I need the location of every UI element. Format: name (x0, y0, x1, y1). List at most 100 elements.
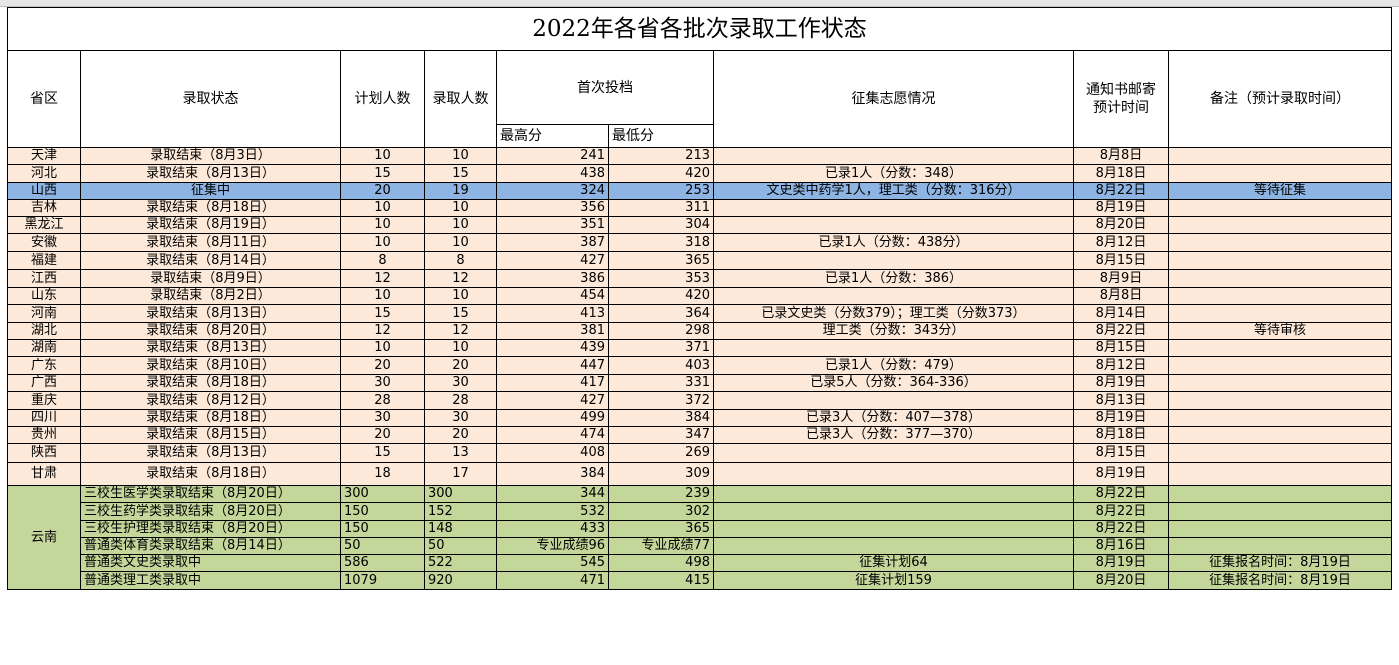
cell-status[interactable]: 录取结束（8月12日） (80, 391, 341, 410)
cell-remark[interactable] (1167, 199, 1393, 217)
cell-remark[interactable] (1167, 287, 1393, 305)
cell-max-score[interactable]: 344 (496, 485, 609, 503)
cell-plan[interactable]: 10 (340, 339, 425, 357)
cell-status[interactable]: 录取结束（8月13日） (80, 443, 341, 463)
cell-province[interactable]: 山西 (7, 182, 81, 200)
cell-admitted[interactable]: 15 (424, 304, 497, 323)
cell-min-score[interactable]: 302 (608, 502, 714, 521)
cell-notice[interactable]: 8月19日 (1073, 374, 1169, 392)
cell-supplement[interactable] (713, 287, 1074, 305)
cell-supplement[interactable]: 已录1人（分数：386） (713, 269, 1074, 288)
cell-province[interactable]: 山东 (7, 287, 81, 305)
cell-notice[interactable]: 8月8日 (1073, 287, 1169, 305)
cell-remark[interactable] (1167, 216, 1393, 234)
cell-min-score[interactable]: 298 (608, 322, 714, 340)
cell-province[interactable]: 天津 (7, 147, 81, 165)
cell-admitted[interactable]: 522 (424, 554, 497, 572)
cell-province[interactable]: 湖北 (7, 322, 81, 340)
cell-notice[interactable]: 8月16日 (1073, 537, 1169, 555)
cell-plan[interactable]: 15 (340, 443, 425, 463)
cell-max-score[interactable]: 427 (496, 251, 609, 270)
cell-min-score[interactable]: 331 (608, 374, 714, 392)
cell-notice[interactable]: 8月9日 (1073, 269, 1169, 288)
cell-province[interactable]: 福建 (7, 251, 81, 270)
cell-province[interactable]: 吉林 (7, 199, 81, 217)
cell-supplement[interactable]: 已录1人（分数：348） (713, 164, 1074, 183)
cell-plan[interactable]: 12 (340, 269, 425, 288)
cell-plan[interactable]: 10 (340, 147, 425, 165)
cell-min-score[interactable]: 309 (608, 462, 714, 486)
cell-province[interactable]: 云南 (7, 485, 81, 590)
cell-admitted[interactable]: 28 (424, 391, 497, 410)
cell-remark[interactable] (1167, 356, 1393, 375)
cell-max-score[interactable]: 324 (496, 182, 609, 200)
cell-admitted[interactable]: 17 (424, 462, 497, 486)
cell-notice[interactable]: 8月19日 (1073, 199, 1169, 217)
cell-max-score[interactable]: 413 (496, 304, 609, 323)
cell-supplement[interactable]: 已录文史类（分数379）；理工类（分数373） (713, 304, 1074, 323)
cell-plan[interactable]: 586 (340, 554, 425, 572)
cell-province[interactable]: 河北 (7, 164, 81, 183)
cell-min-score[interactable]: 311 (608, 199, 714, 217)
cell-admitted[interactable]: 30 (424, 374, 497, 392)
cell-max-score[interactable]: 499 (496, 409, 609, 427)
cell-max-score[interactable]: 356 (496, 199, 609, 217)
cell-province[interactable]: 湖南 (7, 339, 81, 357)
cell-notice[interactable]: 8月8日 (1073, 147, 1169, 165)
cell-status[interactable]: 录取结束（8月2日） (80, 287, 341, 305)
cell-admitted[interactable]: 19 (424, 182, 497, 200)
cell-province[interactable]: 四川 (7, 409, 81, 427)
cell-remark[interactable] (1167, 374, 1393, 392)
cell-supplement[interactable] (713, 147, 1074, 165)
cell-plan[interactable]: 15 (340, 164, 425, 183)
cell-notice[interactable]: 8月20日 (1073, 571, 1169, 590)
cell-plan[interactable]: 1079 (340, 571, 425, 590)
cell-remark[interactable]: 等待征集 (1167, 182, 1393, 200)
cell-remark[interactable] (1167, 164, 1393, 183)
cell-remark[interactable] (1167, 485, 1393, 503)
cell-remark[interactable] (1167, 339, 1393, 357)
cell-remark[interactable]: 征集报名时间：8月19日 (1167, 554, 1393, 572)
cell-admitted[interactable]: 920 (424, 571, 497, 590)
cell-notice[interactable]: 8月19日 (1073, 409, 1169, 427)
cell-province[interactable]: 广西 (7, 374, 81, 392)
cell-notice[interactable]: 8月12日 (1073, 233, 1169, 252)
cell-min-score[interactable]: 365 (608, 520, 714, 538)
cell-remark[interactable] (1167, 251, 1393, 270)
cell-supplement[interactable] (713, 251, 1074, 270)
cell-status[interactable]: 普通类文史类录取中 (80, 554, 341, 572)
cell-status[interactable]: 录取结束（8月18日） (80, 199, 341, 217)
cell-plan[interactable]: 12 (340, 322, 425, 340)
cell-supplement[interactable]: 已录1人（分数：438分） (713, 233, 1074, 252)
cell-admitted[interactable]: 10 (424, 287, 497, 305)
cell-min-score[interactable]: 304 (608, 216, 714, 234)
cell-max-score[interactable]: 351 (496, 216, 609, 234)
cell-notice[interactable]: 8月18日 (1073, 164, 1169, 183)
cell-province[interactable]: 安徽 (7, 233, 81, 252)
cell-min-score[interactable]: 347 (608, 426, 714, 444)
cell-supplement[interactable]: 已录3人（分数：407—378） (713, 409, 1074, 427)
cell-province[interactable]: 甘肃 (7, 462, 81, 486)
cell-status[interactable]: 三校生药学类录取结束（8月20日） (80, 502, 341, 521)
cell-plan[interactable]: 20 (340, 182, 425, 200)
cell-status[interactable]: 录取结束（8月18日） (80, 462, 341, 486)
cell-remark[interactable] (1167, 304, 1393, 323)
cell-notice[interactable]: 8月19日 (1073, 554, 1169, 572)
cell-province[interactable]: 江西 (7, 269, 81, 288)
cell-max-score[interactable]: 474 (496, 426, 609, 444)
cell-min-score[interactable]: 253 (608, 182, 714, 200)
cell-min-score[interactable]: 403 (608, 356, 714, 375)
cell-max-score[interactable]: 387 (496, 233, 609, 252)
cell-supplement[interactable]: 已录1人（分数：479） (713, 356, 1074, 375)
cell-supplement[interactable]: 文史类中药学1人，理工类（分数：316分） (713, 182, 1074, 200)
cell-supplement[interactable] (713, 485, 1074, 503)
cell-min-score[interactable]: 498 (608, 554, 714, 572)
cell-remark[interactable]: 征集报名时间：8月19日 (1167, 571, 1393, 590)
cell-min-score[interactable]: 269 (608, 443, 714, 463)
cell-supplement[interactable] (713, 462, 1074, 486)
cell-supplement[interactable]: 征集计划159 (713, 571, 1074, 590)
cell-admitted[interactable]: 300 (424, 485, 497, 503)
cell-min-score[interactable]: 415 (608, 571, 714, 590)
cell-province[interactable]: 重庆 (7, 391, 81, 410)
cell-status[interactable]: 录取结束（8月18日） (80, 409, 341, 427)
